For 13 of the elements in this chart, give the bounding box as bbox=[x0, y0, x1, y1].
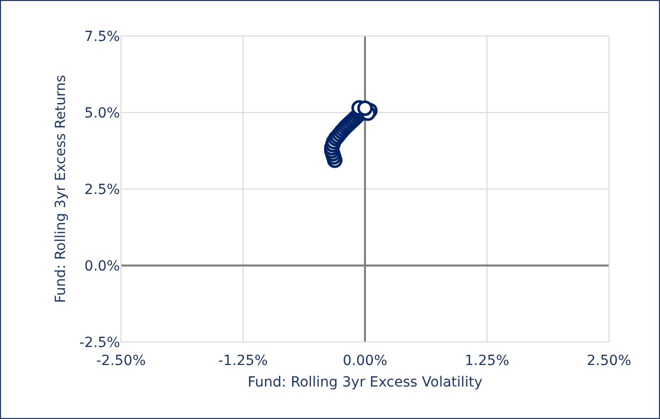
y-tick-label: 2.5% bbox=[84, 182, 120, 198]
x-tick-label: 1.25% bbox=[464, 353, 510, 369]
x-tick-label: -1.25% bbox=[218, 353, 268, 369]
x-tick-label: 0.00% bbox=[342, 353, 388, 369]
y-tick-label: 7.5% bbox=[84, 28, 120, 45]
y-tick-label: 5.0% bbox=[84, 105, 120, 122]
y-axis-title: Fund: Rolling 3yr Excess Returns bbox=[52, 74, 69, 304]
x-tick-label: -2.50% bbox=[96, 353, 146, 369]
point bbox=[357, 100, 373, 116]
x-tick-label: 2.50% bbox=[586, 353, 632, 369]
x-axis-title: Fund: Rolling 3yr Excess Volatility bbox=[248, 374, 482, 390]
y-tick-label: 0.0% bbox=[84, 258, 120, 274]
y-tick-label: -2.5% bbox=[79, 334, 120, 351]
